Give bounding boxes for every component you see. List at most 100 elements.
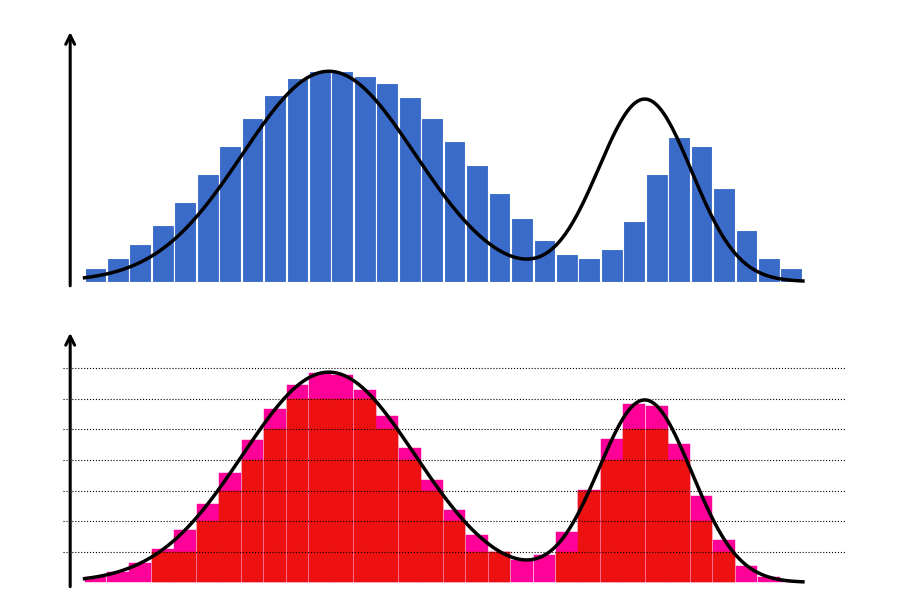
- Bar: [511, 560, 533, 583]
- Bar: [264, 409, 286, 583]
- Bar: [646, 521, 668, 552]
- Bar: [466, 552, 488, 583]
- Bar: [376, 491, 398, 521]
- Bar: [579, 491, 600, 521]
- Bar: [197, 503, 219, 583]
- Bar: [601, 460, 623, 491]
- Bar: [242, 440, 264, 583]
- Bar: [331, 491, 354, 521]
- Bar: [309, 460, 331, 491]
- Bar: [197, 521, 219, 552]
- Bar: [152, 550, 174, 583]
- Bar: [646, 460, 668, 491]
- Bar: [489, 551, 510, 583]
- Bar: [85, 268, 106, 282]
- Bar: [331, 552, 354, 583]
- Bar: [780, 581, 802, 583]
- Bar: [601, 491, 623, 521]
- Bar: [399, 491, 420, 521]
- Bar: [444, 552, 465, 583]
- Bar: [668, 460, 690, 491]
- Bar: [220, 146, 241, 282]
- Bar: [242, 552, 264, 583]
- Bar: [668, 137, 690, 282]
- Bar: [690, 496, 713, 583]
- Bar: [354, 491, 375, 521]
- Bar: [421, 491, 443, 521]
- Bar: [220, 473, 241, 583]
- Bar: [421, 480, 443, 583]
- Bar: [601, 521, 623, 552]
- Bar: [354, 390, 375, 583]
- Bar: [735, 230, 757, 282]
- Bar: [286, 386, 309, 583]
- Bar: [579, 258, 600, 282]
- Bar: [444, 141, 465, 282]
- Bar: [690, 552, 713, 583]
- Bar: [399, 460, 420, 491]
- Bar: [646, 491, 668, 521]
- Bar: [286, 398, 309, 429]
- Bar: [242, 118, 264, 282]
- Bar: [264, 521, 286, 552]
- Bar: [286, 429, 309, 460]
- Bar: [624, 491, 645, 521]
- Bar: [624, 221, 645, 282]
- Bar: [624, 460, 645, 491]
- Bar: [130, 563, 151, 583]
- Bar: [713, 540, 735, 583]
- Bar: [309, 552, 331, 583]
- Bar: [286, 79, 309, 282]
- Bar: [668, 491, 690, 521]
- Bar: [758, 577, 779, 583]
- Bar: [354, 398, 375, 429]
- Bar: [242, 460, 264, 491]
- Bar: [579, 490, 600, 583]
- Bar: [556, 552, 578, 583]
- Bar: [331, 429, 354, 460]
- Bar: [286, 521, 309, 552]
- Bar: [556, 254, 578, 282]
- Bar: [376, 83, 398, 282]
- Bar: [399, 448, 420, 583]
- Bar: [220, 552, 241, 583]
- Bar: [354, 460, 375, 491]
- Bar: [624, 429, 645, 460]
- Bar: [354, 429, 375, 460]
- Bar: [556, 532, 578, 583]
- Bar: [331, 375, 354, 583]
- Bar: [444, 521, 465, 552]
- Bar: [399, 521, 420, 552]
- Bar: [534, 555, 555, 583]
- Bar: [264, 552, 286, 583]
- Bar: [646, 174, 668, 282]
- Bar: [286, 460, 309, 491]
- Bar: [264, 95, 286, 282]
- Bar: [399, 552, 420, 583]
- Bar: [376, 460, 398, 491]
- Bar: [489, 193, 510, 282]
- Bar: [309, 521, 331, 552]
- Bar: [309, 491, 331, 521]
- Bar: [601, 552, 623, 583]
- Bar: [286, 552, 309, 583]
- Bar: [421, 552, 443, 583]
- Bar: [376, 552, 398, 583]
- Bar: [376, 429, 398, 460]
- Bar: [354, 521, 375, 552]
- Bar: [130, 244, 151, 282]
- Bar: [780, 268, 802, 282]
- Bar: [466, 535, 488, 583]
- Bar: [421, 521, 443, 552]
- Bar: [646, 429, 668, 460]
- Bar: [242, 521, 264, 552]
- Bar: [668, 521, 690, 552]
- Bar: [624, 552, 645, 583]
- Bar: [107, 572, 129, 583]
- Bar: [713, 552, 735, 583]
- Bar: [309, 71, 331, 282]
- Bar: [242, 491, 264, 521]
- Bar: [309, 373, 331, 583]
- Bar: [624, 404, 645, 583]
- Bar: [534, 239, 555, 282]
